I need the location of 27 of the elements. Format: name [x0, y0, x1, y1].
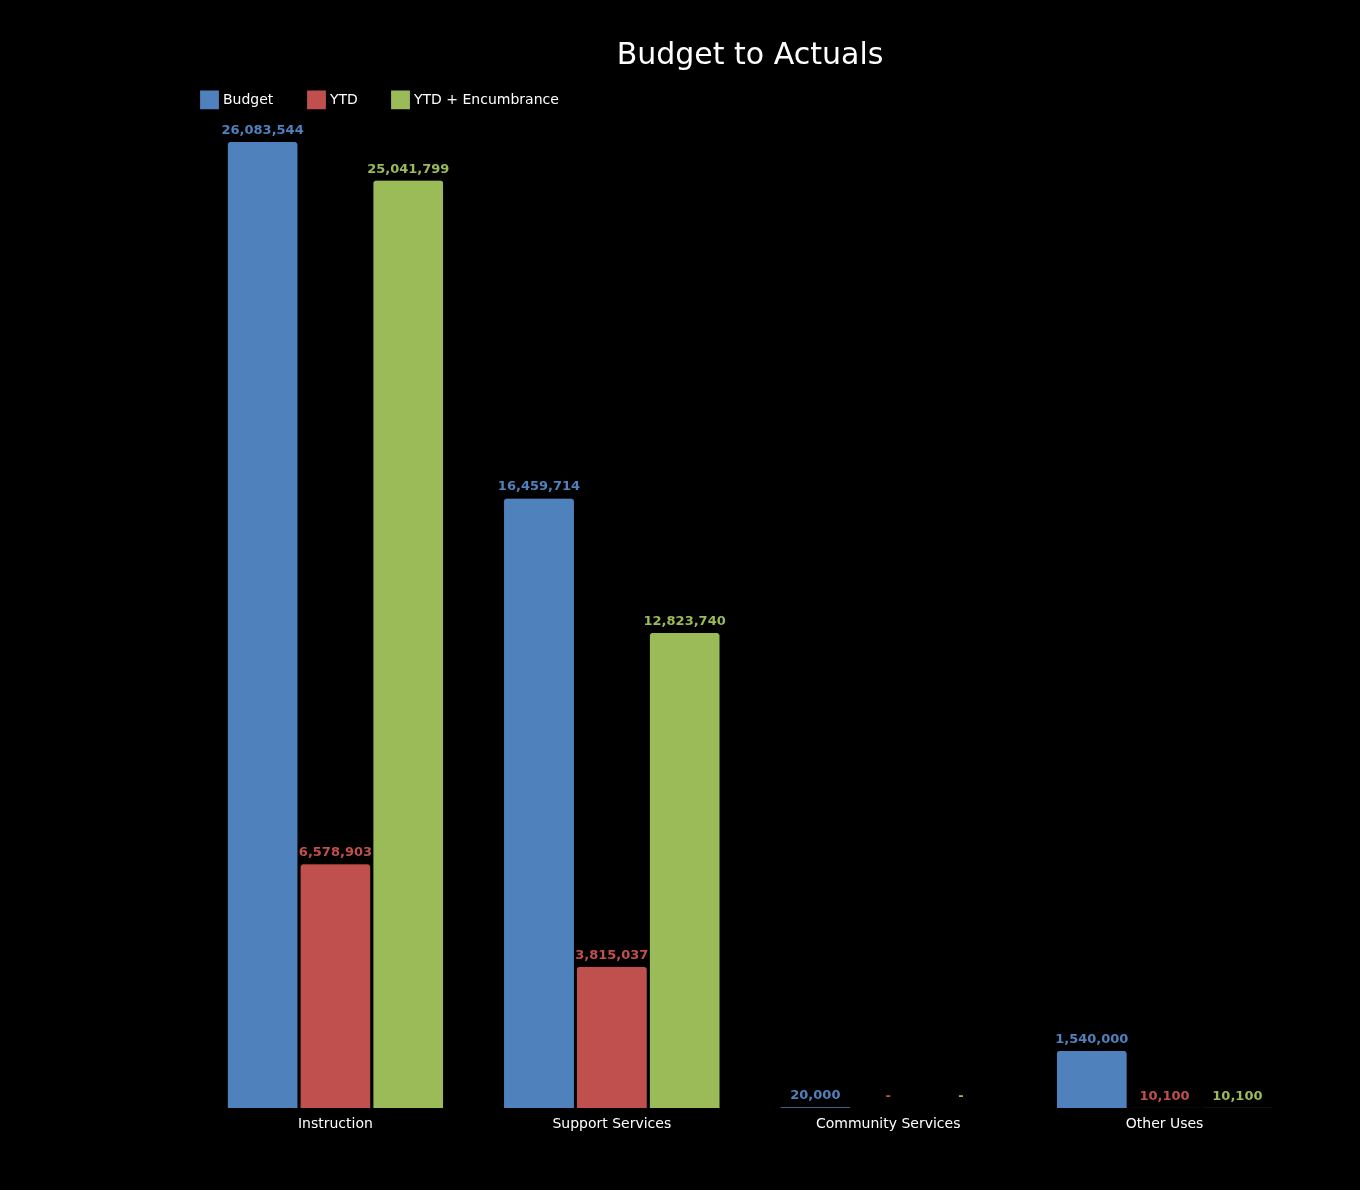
legend-label: YTD — [329, 90, 358, 107]
data-label: 3,815,037 — [575, 946, 649, 962]
data-label: 12,823,740 — [643, 613, 726, 629]
x-tick-label: Support Services — [552, 1114, 672, 1131]
data-label: 6,578,903 — [298, 844, 373, 860]
data-label: 26,083,544 — [221, 122, 304, 137]
data-label: - — [885, 1088, 891, 1103]
bar — [1056, 1050, 1127, 1108]
data-label: 16,459,714 — [497, 478, 581, 494]
data-label: - — [958, 1088, 964, 1103]
data-label: 20,000 — [790, 1087, 841, 1103]
chart-title: Budget to Actuals — [616, 36, 884, 71]
data-label: 10,100 — [1212, 1087, 1263, 1103]
data-label: 10,100 — [1139, 1087, 1190, 1103]
legend-label: Budget — [223, 90, 274, 107]
x-tick-label: Instruction — [297, 1114, 373, 1131]
bar — [576, 966, 647, 1108]
bar — [504, 498, 574, 1108]
data-label: 25,041,799 — [367, 160, 450, 176]
bar — [649, 633, 720, 1108]
x-tick-label: Other Uses — [1125, 1114, 1204, 1131]
x-tick-label: Community Services — [815, 1114, 961, 1131]
data-label: 1,540,000 — [1055, 1030, 1129, 1046]
bar — [373, 180, 444, 1108]
bar — [227, 142, 298, 1108]
bar — [300, 864, 371, 1108]
legend-label: YTD + Encumbrance — [413, 90, 559, 107]
